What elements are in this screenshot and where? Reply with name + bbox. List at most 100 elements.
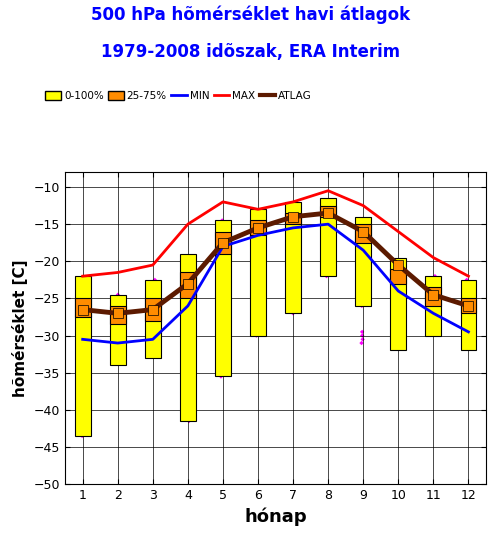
- Point: [431, 283, 439, 292]
- Point: [79, 331, 87, 340]
- Point: [220, 320, 228, 329]
- Point: [428, 313, 436, 321]
- Point: [326, 235, 334, 243]
- Point: [252, 250, 260, 258]
- Bar: [460, 299, 476, 313]
- Point: [324, 220, 332, 229]
- Point: [185, 417, 193, 426]
- Point: [150, 343, 158, 351]
- Point: [326, 253, 334, 262]
- Point: [466, 316, 474, 325]
- Point: [466, 287, 474, 295]
- Point: [256, 268, 264, 277]
- Point: [465, 339, 473, 348]
- Point: [396, 272, 404, 280]
- Point: [393, 313, 401, 321]
- Point: [393, 294, 401, 303]
- Point: [360, 235, 368, 243]
- Point: [182, 287, 190, 295]
- Point: [466, 320, 474, 329]
- Point: [151, 328, 159, 336]
- Point: [147, 287, 155, 295]
- Point: [358, 261, 366, 270]
- Text: 500 hPa hõmérséklet havi átlagok: 500 hPa hõmérséklet havi átlagok: [91, 5, 410, 24]
- Point: [183, 353, 191, 362]
- Point: [185, 391, 193, 399]
- Point: [323, 238, 331, 247]
- Point: [112, 331, 120, 340]
- Point: [358, 253, 366, 262]
- Point: [220, 220, 228, 229]
- Point: [77, 380, 85, 388]
- Point: [255, 279, 263, 288]
- Point: [396, 265, 404, 273]
- Point: [148, 298, 156, 307]
- Point: [253, 235, 261, 243]
- Point: [430, 298, 438, 307]
- Point: [148, 305, 156, 314]
- Point: [464, 283, 472, 292]
- Point: [80, 302, 88, 310]
- Point: [253, 265, 261, 273]
- Point: [288, 261, 296, 270]
- Bar: [215, 231, 231, 254]
- Point: [428, 279, 436, 288]
- Point: [220, 261, 228, 270]
- Point: [465, 294, 473, 303]
- Point: [184, 343, 192, 351]
- Point: [289, 272, 297, 280]
- Point: [290, 294, 298, 303]
- Point: [254, 309, 262, 317]
- Point: [78, 335, 86, 344]
- Point: [148, 294, 156, 303]
- Point: [185, 383, 193, 392]
- Point: [81, 353, 89, 362]
- Point: [392, 275, 400, 284]
- Point: [148, 313, 156, 321]
- Point: [393, 305, 401, 314]
- Point: [78, 324, 86, 332]
- Point: [253, 224, 261, 232]
- Bar: [285, 202, 301, 313]
- Bar: [215, 221, 231, 377]
- Point: [394, 339, 402, 348]
- Point: [114, 291, 122, 299]
- Point: [358, 302, 366, 310]
- Point: [78, 313, 86, 321]
- Point: [78, 328, 86, 336]
- Point: [148, 309, 156, 317]
- Point: [252, 313, 260, 321]
- Point: [325, 257, 333, 266]
- Point: [80, 369, 88, 377]
- Point: [359, 335, 367, 344]
- Point: [255, 246, 263, 254]
- Point: [360, 257, 368, 266]
- Point: [252, 238, 260, 247]
- Point: [113, 298, 121, 307]
- Point: [253, 298, 261, 307]
- Bar: [425, 287, 441, 306]
- Point: [77, 339, 85, 348]
- Point: [77, 279, 85, 288]
- Point: [217, 291, 225, 299]
- Point: [77, 316, 85, 325]
- Point: [326, 265, 334, 273]
- Point: [182, 357, 190, 366]
- Point: [394, 268, 402, 277]
- Point: [325, 227, 333, 236]
- Point: [395, 309, 403, 317]
- Point: [359, 272, 367, 280]
- Point: [256, 272, 264, 280]
- Point: [147, 350, 155, 358]
- Point: [466, 324, 474, 332]
- Point: [254, 305, 262, 314]
- Point: [466, 302, 474, 310]
- Point: [254, 242, 262, 251]
- Point: [254, 324, 262, 332]
- Point: [115, 339, 123, 348]
- Point: [253, 328, 261, 336]
- Point: [287, 242, 295, 251]
- Point: [80, 350, 88, 358]
- Point: [431, 272, 439, 280]
- Point: [290, 250, 298, 258]
